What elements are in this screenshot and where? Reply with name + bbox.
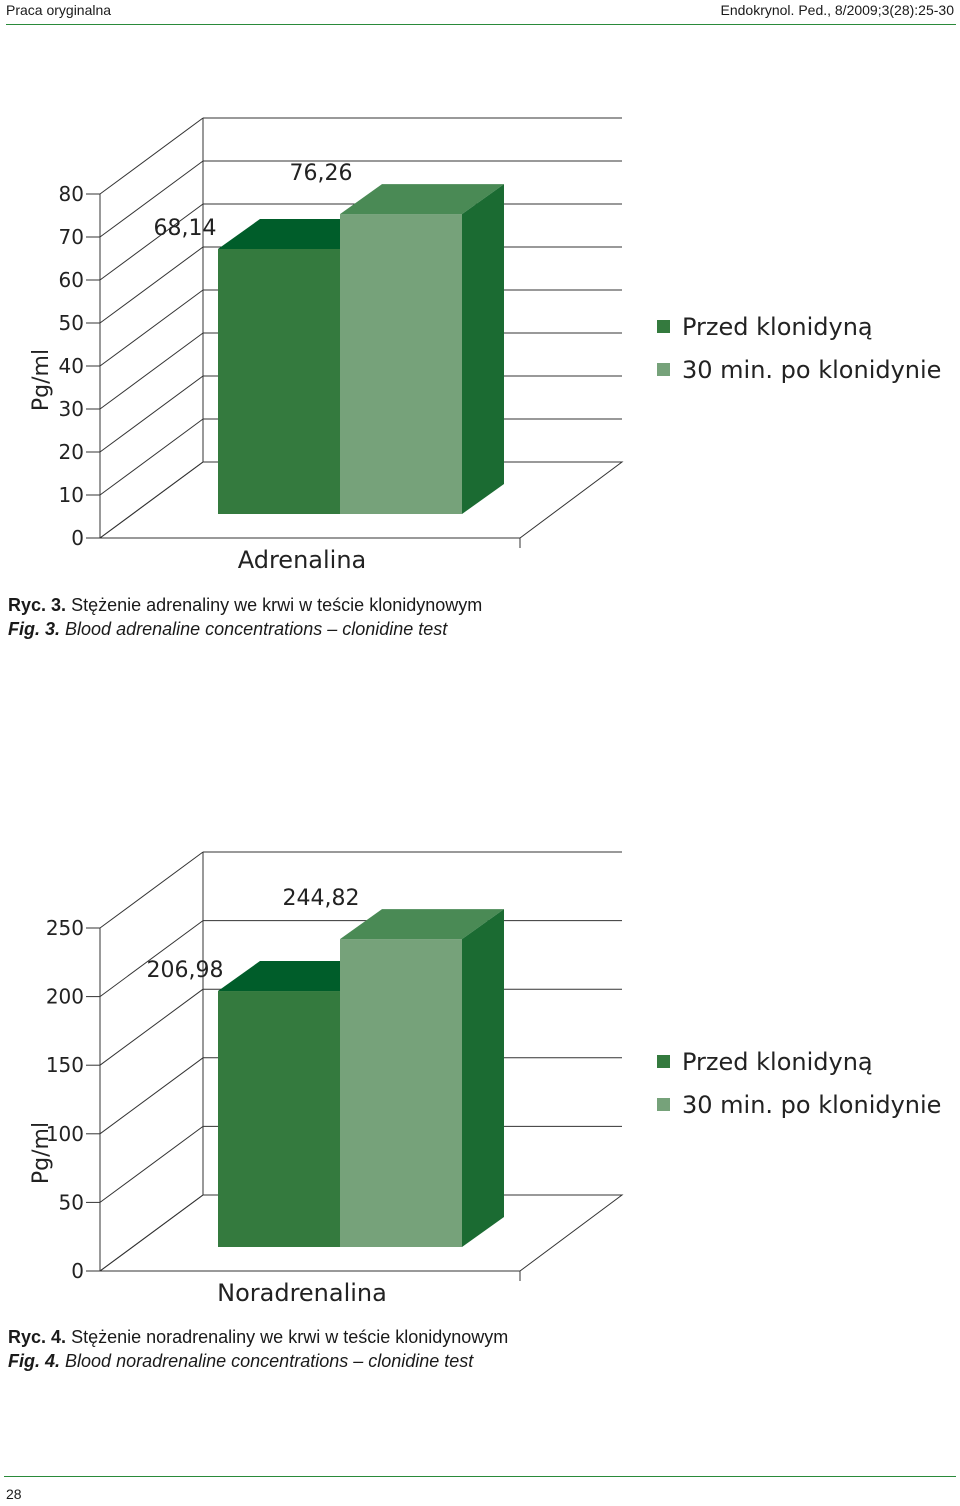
data-label-before: 206,98	[147, 958, 224, 983]
y-tick-label: 20	[59, 440, 84, 464]
header-rule	[6, 24, 956, 25]
footer-rule	[4, 1476, 956, 1477]
legend-label-after: 30 min. po klonidynie	[682, 1091, 941, 1119]
caption-fig4-en: Fig. 4. Blood noradrenaline concentratio…	[8, 1349, 508, 1373]
y-tick-label: 60	[59, 268, 84, 292]
caption-fig3: Ryc. 3. Stężenie adrenaliny we krwi w te…	[8, 593, 482, 641]
gridline-side	[99, 418, 204, 496]
chart-adrenalina-svg: 0 10 20 30 40 50 60 70 80 Pg/ml 68,14 76,26 Adrenali…	[29, 117, 941, 574]
y-tick-label: 70	[59, 225, 84, 249]
floor-plane	[98, 1194, 624, 1272]
data-label-before: 68,14	[154, 216, 217, 241]
bar-side	[462, 909, 504, 1247]
legend-swatch-before	[657, 320, 670, 333]
caption-fig4-en-text: Blood noradrenaline concentrations – clo…	[65, 1351, 474, 1371]
caption-fig3-pl-text: Stężenie adrenaliny we krwi w teście klo…	[71, 595, 483, 615]
legend-label-before: Przed klonidyną	[682, 313, 873, 341]
y-tick-label: 100	[46, 1122, 84, 1146]
section-label: Praca oryginalna	[6, 2, 112, 18]
gridline-side	[99, 246, 204, 324]
y-tick-label: 200	[46, 985, 84, 1009]
legend-swatch-after	[657, 363, 670, 376]
y-tick-label: 50	[59, 1190, 84, 1214]
y-tick-label: 10	[59, 483, 84, 507]
x-category-label: Adrenalina	[238, 546, 367, 574]
gridline-side	[99, 332, 204, 410]
caption-fig4-pl: Ryc. 4. Stężenie noradrenaliny we krwi w…	[8, 1325, 508, 1349]
caption-fig3-pl: Ryc. 3. Stężenie adrenaliny we krwi w te…	[8, 593, 482, 617]
chart-noradrenalina-svg: 0 50 100 150 200 250 Pg/ml 206,98 244,82 Noradren…	[29, 851, 941, 1307]
legend-swatch-before	[657, 1055, 670, 1068]
x-category-label: Noradrenalina	[217, 1279, 387, 1307]
caption-fig3-en-text: Blood adrenaline concentrations – clonid…	[65, 619, 448, 639]
y-axis-title: Pg/ml	[29, 349, 54, 411]
data-label-after: 244,82	[283, 886, 360, 911]
gridline-side	[99, 289, 204, 367]
bar-side	[462, 184, 504, 514]
page-header: Praca oryginalna Endokrynol. Ped., 8/200…	[0, 0, 960, 26]
y-tick-label: 0	[71, 526, 84, 550]
bar-front-after	[340, 939, 462, 1247]
page-number: 28	[6, 1486, 22, 1502]
bar-top-after	[340, 909, 504, 940]
caption-fig3-pl-label: Ryc. 3.	[8, 595, 67, 615]
gridline-side	[99, 375, 204, 453]
bar-top-after	[340, 184, 504, 215]
legend-label-after: 30 min. po klonidynie	[682, 356, 941, 384]
caption-fig4-pl-text: Stężenie noradrenaliny we krwi w teście …	[71, 1327, 509, 1347]
gridline-side	[99, 203, 204, 281]
y-tick-label: 80	[59, 182, 84, 206]
gridline-side	[99, 1125, 204, 1203]
y-axis-title: Pg/ml	[29, 1122, 54, 1184]
bar-front-before	[218, 991, 340, 1247]
caption-fig4: Ryc. 4. Stężenie noradrenaliny we krwi w…	[8, 1325, 508, 1373]
floor-plane	[98, 461, 624, 539]
gridline-side	[99, 160, 204, 238]
data-label-after: 76,26	[290, 161, 353, 186]
bar-front-after	[340, 214, 462, 514]
y-tick-label: 0	[71, 1259, 84, 1283]
y-tick-label: 30	[59, 397, 84, 421]
caption-fig4-pl-label: Ryc. 4.	[8, 1327, 67, 1347]
caption-fig3-en-label: Fig. 3.	[8, 619, 61, 639]
caption-fig3-en: Fig. 3. Blood adrenaline concentrations …	[8, 617, 482, 641]
gridline-side	[99, 851, 204, 929]
y-tick-label: 250	[46, 916, 84, 940]
legend-swatch-after	[657, 1098, 670, 1111]
chart-adrenalina: 0 10 20 30 40 50 60 70 80 Pg/ml 68,14 76,26 Adrenali…	[0, 100, 960, 580]
gridline-side	[99, 117, 204, 195]
gridline-side	[99, 920, 204, 998]
gridline-side	[99, 1057, 204, 1135]
y-tick-label: 50	[59, 311, 84, 335]
legend-label-before: Przed klonidyną	[682, 1048, 873, 1076]
y-tick-label: 40	[59, 354, 84, 378]
gridline-side	[99, 988, 204, 1066]
journal-citation: Endokrynol. Ped., 8/2009;3(28):25-30	[720, 2, 955, 18]
y-tick-label: 150	[46, 1053, 84, 1077]
bar-front-before	[218, 248, 340, 515]
caption-fig4-en-label: Fig. 4.	[8, 1351, 61, 1371]
chart-noradrenalina: 0 50 100 150 200 250 Pg/ml 206,98 244,82 Noradren…	[0, 835, 960, 1315]
